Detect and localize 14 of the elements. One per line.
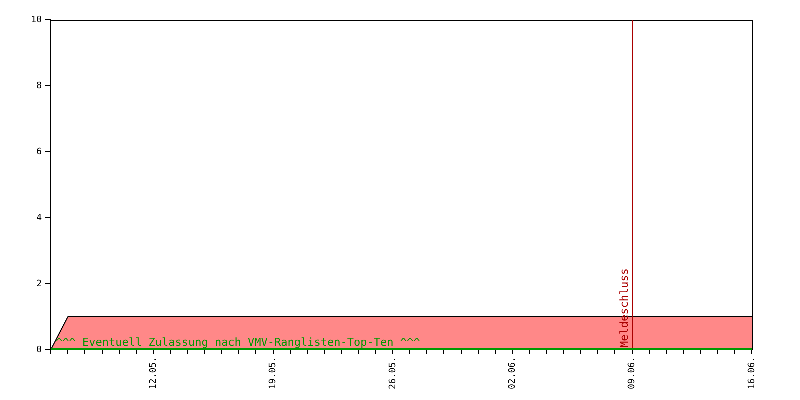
y-tick-label: 8: [36, 81, 42, 92]
x-tick-label: 09.06.: [628, 357, 638, 390]
ref-line-label: ^^^ Eventuell Zulassung nach VMV-Ranglisten-Top-Ten ^^^: [56, 336, 421, 349]
x-tick-label: 19.05.: [268, 357, 279, 390]
x-tick-label: 12.05.: [148, 357, 159, 390]
ref-line-label: Meldeschluss: [618, 268, 631, 348]
y-tick-label: 0: [36, 345, 42, 356]
y-tick-label: 2: [36, 279, 42, 290]
x-tick-label: 02.06.: [508, 357, 518, 390]
y-tick-label: 4: [36, 213, 42, 224]
y-tick-label: 10: [31, 15, 42, 26]
x-tick-label: 16.06.: [747, 357, 758, 390]
x-tick-label: 26.05.: [388, 357, 398, 390]
y-tick-label: 6: [36, 147, 42, 158]
